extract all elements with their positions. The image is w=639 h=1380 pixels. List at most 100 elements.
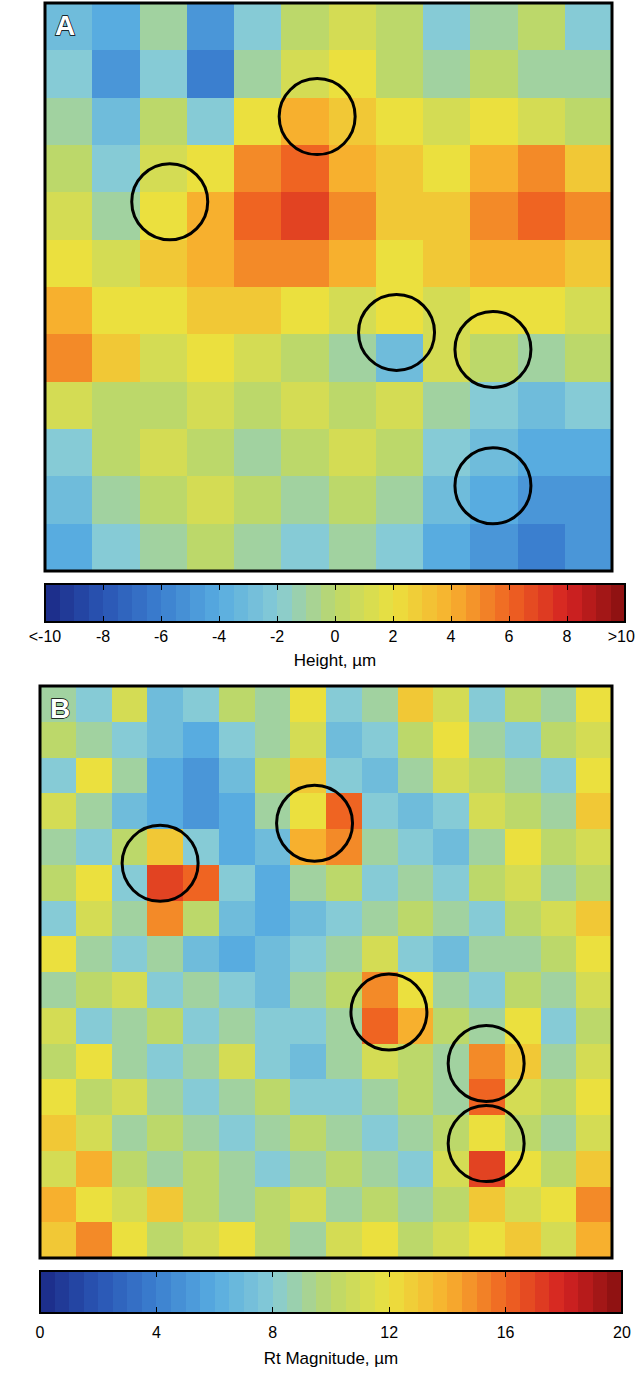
colorbar-band (306, 584, 321, 622)
cell (376, 240, 424, 288)
figure: A<-10-8-6-4-202468>10Height, µmB04812162… (0, 0, 639, 1380)
tick-mark (161, 584, 162, 590)
cell (219, 1008, 255, 1044)
cell (541, 1115, 577, 1151)
cell (433, 972, 469, 1008)
colorbar-band (55, 1271, 70, 1313)
cell (541, 686, 577, 722)
tick-label: -6 (154, 628, 168, 645)
cell (423, 287, 471, 335)
cell (576, 865, 612, 901)
cells (45, 3, 612, 571)
cell (187, 287, 235, 335)
cell (76, 1044, 112, 1080)
colorbar-band (229, 1271, 244, 1313)
colorbar-band (549, 1271, 564, 1313)
cell (290, 1151, 326, 1187)
cell (565, 476, 612, 524)
cell (112, 829, 148, 865)
colorbar-band (491, 1271, 506, 1313)
tick-mark (389, 1271, 390, 1277)
cell (576, 1151, 612, 1187)
tick-mark (393, 616, 394, 622)
cell (45, 476, 93, 524)
colorbar-title: Rt Magnitude, µm (264, 1349, 399, 1368)
cell (290, 1008, 326, 1044)
cell (219, 1115, 255, 1151)
cell (219, 758, 255, 794)
tick-mark (272, 1307, 273, 1313)
cell (183, 936, 219, 972)
cell (219, 1187, 255, 1223)
cell (541, 1187, 577, 1223)
cell (398, 1115, 434, 1151)
cell (219, 1222, 255, 1258)
colorbar-band (74, 584, 89, 622)
colorbar-band (364, 584, 379, 622)
cell (433, 829, 469, 865)
tick-mark (45, 616, 46, 622)
cell (183, 793, 219, 829)
cell (505, 1187, 541, 1223)
highlight-circle (132, 164, 208, 240)
cell (423, 476, 471, 524)
cell (541, 793, 577, 829)
cell (565, 429, 612, 477)
cell (255, 1222, 291, 1258)
cell (362, 722, 398, 758)
colorbar-band (538, 584, 553, 622)
cell (40, 758, 76, 794)
colorbar-band (408, 584, 423, 622)
cell (140, 429, 188, 477)
tick-mark (393, 584, 394, 590)
cell (470, 3, 518, 51)
cell (576, 1044, 612, 1080)
cell (541, 1151, 577, 1187)
cell (187, 240, 235, 288)
cell (576, 972, 612, 1008)
cell (329, 145, 377, 193)
frame (40, 686, 612, 1258)
cell (565, 192, 612, 240)
cell (255, 1044, 291, 1080)
tick-mark (567, 616, 568, 622)
colorbar-band (113, 1271, 128, 1313)
cell (112, 758, 148, 794)
cell (398, 829, 434, 865)
tick-mark (272, 1271, 273, 1277)
highlight-circle (448, 1106, 524, 1182)
colorbar-band (418, 1271, 433, 1313)
tick-mark (625, 616, 626, 622)
tick-mark (219, 584, 220, 590)
cell (147, 901, 183, 937)
cell (565, 98, 612, 146)
cell (423, 192, 471, 240)
cell (470, 192, 518, 240)
tick-mark (509, 616, 510, 622)
cell (183, 1044, 219, 1080)
cell (45, 429, 93, 477)
colorbar-band (292, 584, 307, 622)
cell (518, 334, 566, 382)
cell (362, 1151, 398, 1187)
cell (140, 334, 188, 382)
cell (255, 972, 291, 1008)
colorbar-band (393, 584, 408, 622)
cells (40, 686, 612, 1258)
cell (76, 829, 112, 865)
cell (541, 901, 577, 937)
tick-label: 8 (268, 1324, 277, 1341)
cell (40, 829, 76, 865)
cell (76, 901, 112, 937)
cell (187, 50, 235, 98)
cell (433, 1115, 469, 1151)
cell (234, 3, 282, 51)
cell (140, 98, 188, 146)
cell (76, 865, 112, 901)
cell (183, 758, 219, 794)
tick-mark (335, 584, 336, 590)
cell (183, 829, 219, 865)
cell (92, 382, 140, 430)
cell (576, 1079, 612, 1115)
cell (147, 793, 183, 829)
